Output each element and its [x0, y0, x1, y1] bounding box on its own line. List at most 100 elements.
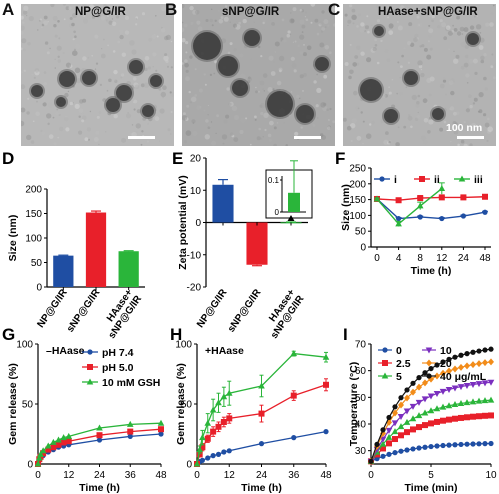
tem-grain [71, 22, 75, 27]
tem-grain [100, 15, 106, 21]
tem-grain [204, 83, 207, 86]
tem-grain [54, 67, 57, 69]
tem-grain [483, 76, 487, 81]
data-point [427, 407, 435, 414]
data-point [475, 397, 483, 404]
tem-particle [59, 71, 75, 87]
tem-grain [371, 120, 375, 125]
data-point [221, 449, 227, 455]
data-point [199, 444, 206, 451]
data-point [421, 409, 429, 416]
tem-grain [453, 129, 459, 135]
legend-label: pH 5.0 [102, 362, 134, 374]
tem-grain [189, 55, 193, 59]
data-point [458, 363, 464, 371]
tem-particle [232, 80, 248, 96]
legend-marker [425, 347, 433, 354]
tem-grain [480, 55, 485, 61]
tem-grain [292, 41, 294, 43]
tem-particle [360, 79, 382, 101]
tem-grain [420, 135, 427, 141]
tem-grain [136, 109, 141, 114]
data-point [391, 420, 399, 427]
tem-grain [279, 69, 282, 73]
panel-label-f: F [335, 149, 345, 168]
tem-grain [343, 117, 347, 122]
tem-grain [57, 20, 60, 23]
tem-grain [207, 126, 211, 129]
tem-grain [33, 60, 35, 63]
data-point [470, 413, 476, 420]
data-point [482, 359, 488, 367]
tem-grain [389, 25, 393, 29]
tem-grain [74, 35, 77, 38]
tem-grain [356, 62, 360, 66]
tem-grain [386, 58, 391, 62]
data-point [434, 362, 440, 368]
tem-grain [30, 140, 35, 144]
tem-grain [121, 10, 127, 15]
tem-grain [231, 134, 235, 138]
tem-grain [449, 106, 455, 111]
tem-grain [301, 31, 304, 33]
tem-grain [104, 131, 107, 133]
tem-grain [414, 117, 419, 122]
tem-grain [225, 114, 230, 119]
y-axis-label: Size (nm) [7, 215, 19, 262]
tem-grain [154, 116, 160, 121]
y-tick-label: -10 [187, 250, 202, 261]
tem-grain [152, 65, 154, 68]
x-tick-label: 8 [417, 253, 423, 264]
tem-grain [87, 56, 90, 59]
tem-grain [170, 110, 173, 114]
tem-grain [59, 126, 64, 132]
tem-grain [461, 25, 465, 29]
data-point [44, 442, 52, 449]
tem-grain [431, 14, 435, 19]
tem-grain [43, 20, 48, 26]
tem-grain [183, 23, 188, 28]
data-point [226, 448, 232, 454]
tem-grain [299, 19, 305, 25]
tem-grain [323, 102, 327, 106]
data-point [96, 432, 103, 439]
tem-grain [423, 118, 429, 123]
tem-grain [111, 21, 117, 27]
tem-grain [194, 94, 197, 97]
tem-grain [362, 120, 365, 123]
data-point [476, 360, 482, 368]
tem-grain [476, 15, 479, 18]
tem-grain [447, 13, 453, 19]
tem-grain [487, 117, 490, 121]
tem-grain [474, 71, 478, 75]
tem-grain [111, 6, 115, 10]
tem-grain [233, 137, 239, 143]
y-tick-label: 150 [349, 195, 366, 206]
data-point [422, 370, 428, 376]
tem-grain [412, 5, 416, 10]
y-tick-label: 60 [355, 366, 367, 377]
tem-grain [453, 58, 459, 64]
tem-grain [351, 118, 357, 124]
tem-grain [233, 48, 237, 52]
tem-grain [102, 4, 108, 9]
tem-grain [360, 51, 365, 56]
panel-label-i: I [343, 325, 348, 344]
tem-grain [32, 120, 35, 123]
tem-grain [422, 98, 428, 104]
tem-grain [376, 5, 380, 9]
tem-grain [78, 15, 81, 18]
tem-grain [253, 21, 255, 23]
tem-grain [302, 52, 307, 57]
y-tick-label: 250 [349, 164, 366, 175]
x-tick-label: 48 [155, 470, 167, 481]
tem-grain [76, 78, 82, 84]
tem-grain [67, 90, 70, 93]
tem-grain [131, 124, 134, 126]
y-tick-label: 50 [355, 227, 367, 238]
tem-grain [120, 76, 123, 79]
data-point [392, 436, 398, 443]
tem-grain [78, 130, 83, 135]
tem-grain [330, 140, 333, 142]
data-point [226, 415, 233, 422]
